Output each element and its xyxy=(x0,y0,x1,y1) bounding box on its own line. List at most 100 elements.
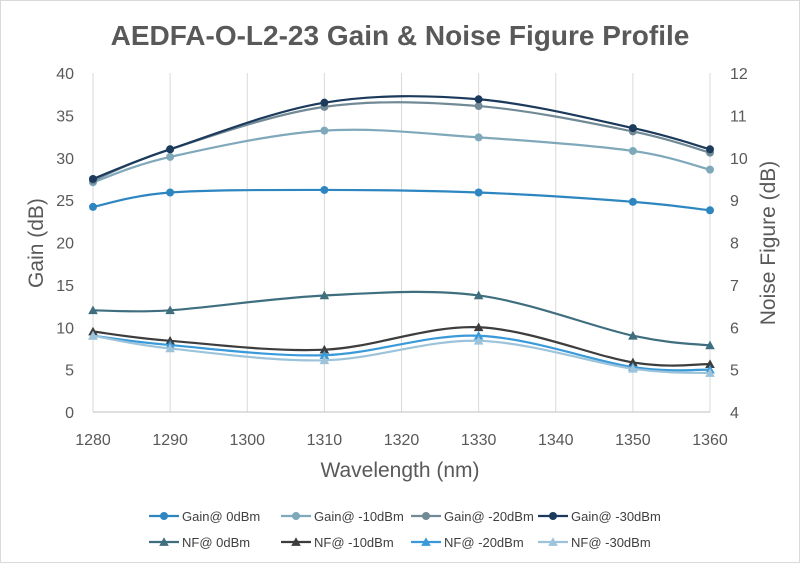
data-point xyxy=(89,174,97,183)
data-point xyxy=(319,290,330,300)
y-tick-label: 20 xyxy=(56,236,74,253)
y2-tick-label: 11 xyxy=(730,108,747,125)
y-axis-title: Gain (dB) xyxy=(25,198,48,288)
legend-item: NF@ -30dBm xyxy=(538,535,651,550)
x-tick-label: 1330 xyxy=(461,432,497,449)
legend-label: NF@ -20dBm xyxy=(444,535,524,550)
legend-swatch-marker xyxy=(422,512,430,520)
legend-label: NF@ 0dBm xyxy=(182,535,250,550)
y2-tick-label: 10 xyxy=(730,151,748,168)
series-nf-0dbm xyxy=(88,290,715,350)
x-tick-label: 1340 xyxy=(538,432,574,449)
legend-label: Gain@ -20dBm xyxy=(444,509,534,524)
series-gain-30dbm xyxy=(89,95,714,183)
data-point xyxy=(320,98,329,107)
data-point xyxy=(319,350,330,360)
y-tick-label: 40 xyxy=(56,66,74,83)
x-tick-label: 1350 xyxy=(615,432,651,449)
legend-item: NF@ -20dBm xyxy=(411,535,524,550)
x-axis-title: Wavelength (nm) xyxy=(320,459,479,482)
y-tick-label: 25 xyxy=(56,193,74,210)
data-point xyxy=(706,206,714,215)
y2-tick-label: 5 xyxy=(730,363,739,380)
data-point xyxy=(166,188,175,197)
legend-label: Gain@ -10dBm xyxy=(314,509,404,524)
x-tick-label: 1320 xyxy=(384,432,420,449)
data-point xyxy=(319,344,330,354)
legend-item: NF@ -10dBm xyxy=(281,535,394,550)
x-tick-label: 1280 xyxy=(75,432,111,449)
data-point xyxy=(88,305,98,315)
x-tick-label: 1310 xyxy=(307,432,343,449)
legend-label: Gain@ -30dBm xyxy=(571,509,661,524)
data-point xyxy=(473,290,484,300)
legend-item: Gain@ -10dBm xyxy=(281,509,404,524)
legend-swatch-marker xyxy=(549,512,557,520)
legend-label: Gain@ 0dBm xyxy=(182,509,260,524)
y2-tick-label: 8 xyxy=(730,236,739,253)
data-point xyxy=(628,330,638,340)
data-point xyxy=(706,165,714,174)
legend-swatch-marker xyxy=(291,537,301,546)
legend-item: Gain@ -30dBm xyxy=(538,509,661,524)
ticks-layer: 1280 1290 1300 1310 1320 1330 1340 1350 1360 0 5 10… xyxy=(56,66,748,449)
data-point xyxy=(705,368,715,377)
y2-tick-label: 4 xyxy=(730,405,739,422)
series-layer xyxy=(88,95,715,377)
legend-item: Gain@ 0dBm xyxy=(149,509,260,524)
x-tick-label: 1300 xyxy=(229,432,265,449)
data-point xyxy=(628,357,638,367)
data-point xyxy=(706,145,714,154)
legend-swatch-marker xyxy=(160,512,168,520)
data-point xyxy=(320,185,329,194)
legend-item: NF@ 0dBm xyxy=(149,535,250,550)
data-point xyxy=(474,133,483,142)
data-point xyxy=(165,343,175,353)
data-point xyxy=(166,152,175,161)
data-point xyxy=(474,95,483,104)
data-point xyxy=(473,336,484,345)
y2-axis-title: Noise Figure (dB) xyxy=(757,161,780,326)
data-point xyxy=(166,145,175,154)
legend: Gain@ 0dBm Gain@ -10dBm Gain@ -20dBm Gain@ … xyxy=(149,509,661,550)
data-point xyxy=(474,102,483,111)
legend-swatch-marker xyxy=(548,537,558,546)
legend-item: Gain@ -20dBm xyxy=(411,509,534,524)
data-point xyxy=(320,126,329,135)
data-point xyxy=(628,124,637,133)
y-tick-label: 35 xyxy=(56,108,74,125)
data-point xyxy=(165,305,175,315)
y-tick-label: 5 xyxy=(65,363,74,380)
y-tick-label: 10 xyxy=(56,320,74,337)
data-point xyxy=(319,355,330,365)
legend-swatch-marker xyxy=(421,537,431,546)
data-point xyxy=(628,146,637,155)
legend-label: NF@ -10dBm xyxy=(314,535,394,550)
y-tick-label: 0 xyxy=(65,405,74,422)
y-tick-label: 30 xyxy=(56,151,74,168)
legend-swatch-marker xyxy=(159,537,169,546)
data-point xyxy=(88,330,98,340)
data-point xyxy=(628,197,637,206)
data-point xyxy=(474,188,483,197)
y-tick-label: 15 xyxy=(56,278,74,295)
chart-title: AEDFA-O-L2-23 Gain & Noise Figure Profil… xyxy=(111,20,690,51)
data-point xyxy=(473,322,484,332)
x-tick-label: 1360 xyxy=(692,432,728,449)
series-gain-0dbm xyxy=(89,185,714,215)
x-tick-label: 1290 xyxy=(152,432,188,449)
y2-tick-label: 6 xyxy=(730,320,739,337)
y2-tick-label: 12 xyxy=(730,66,748,83)
legend-swatch-marker xyxy=(292,512,300,520)
data-point xyxy=(89,202,97,211)
data-point xyxy=(705,359,715,368)
data-point xyxy=(473,330,484,340)
series-nf-30dbm xyxy=(88,330,715,377)
y2-tick-label: 7 xyxy=(730,278,739,295)
legend-label: NF@ -30dBm xyxy=(571,535,651,550)
data-point xyxy=(628,363,638,373)
data-point xyxy=(705,340,715,350)
y2-tick-label: 9 xyxy=(730,193,739,210)
